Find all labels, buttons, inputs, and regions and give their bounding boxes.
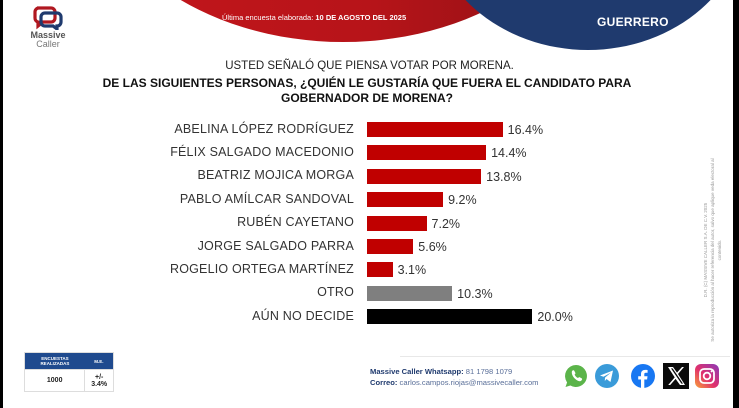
brand-name-line1: Massive bbox=[30, 30, 66, 40]
value-label: 7.2% bbox=[431, 216, 461, 231]
bar bbox=[367, 215, 427, 231]
footer-divider bbox=[400, 356, 730, 357]
category-label: FÉLIX SALGADO MACEDONIO bbox=[170, 144, 354, 159]
value-label: 3.1% bbox=[397, 263, 427, 278]
question-intro: USTED SEÑALÓ QUE PIENSA VOTAR POR MORENA… bbox=[225, 60, 514, 72]
email-label: Correo: bbox=[370, 378, 398, 387]
bar bbox=[367, 239, 414, 254]
category-label: AÚN NO DECIDE bbox=[252, 308, 354, 323]
bar bbox=[367, 145, 487, 161]
facebook-icon[interactable] bbox=[630, 363, 656, 389]
whatsapp-label: Massive Caller Whatsapp: bbox=[370, 367, 464, 376]
bar bbox=[367, 122, 503, 137]
value-label: 14.4% bbox=[491, 146, 527, 161]
category-label: ABELINA LÓPEZ RODRÍGUEZ bbox=[174, 121, 354, 136]
contact-info: Massive Caller Whatsapp: 81 1798 1079 Co… bbox=[370, 366, 539, 388]
category-label: OTRO bbox=[317, 285, 354, 300]
category-label: BEATRIZ MOJICA MORGA bbox=[197, 168, 354, 183]
survey-stats-table: ENCUESTAS REALIZADAS M.E. 1000 +/- 3.4% bbox=[23, 352, 114, 392]
category-label: RUBÉN CAYETANO bbox=[237, 215, 354, 230]
survey-date-label: Última encuesta elaborada: bbox=[222, 13, 316, 22]
bar bbox=[367, 309, 533, 325]
whatsapp-number[interactable]: 81 1798 1079 bbox=[463, 367, 513, 376]
value-label: 13.8% bbox=[486, 169, 522, 184]
state-name: GUERRERO bbox=[597, 15, 669, 29]
margin-error-value: +/- 3.4% bbox=[84, 369, 114, 392]
whatsapp-line: Massive Caller Whatsapp: 81 1798 1079 bbox=[370, 366, 539, 377]
x-twitter-icon[interactable] bbox=[663, 363, 689, 389]
value-label: 9.2% bbox=[448, 193, 477, 208]
value-label: 5.6% bbox=[418, 240, 447, 254]
category-label: ROGELIO ORTEGA MARTÍNEZ bbox=[169, 261, 354, 276]
instagram-icon[interactable] bbox=[694, 363, 720, 389]
brand-name-line2: Caller bbox=[36, 39, 60, 49]
value-label: 16.4% bbox=[507, 123, 544, 137]
reproduction-notice: Se autoriza la reproducción al hacer ref… bbox=[710, 158, 722, 342]
survey-date-value: 10 DE AGOSTO DEL 2025 bbox=[315, 13, 407, 22]
question-main: DE LAS SIGUIENTES PERSONAS, ¿QUIÉN LE GU… bbox=[102, 76, 632, 105]
email-address[interactable]: carlos.campos.riojas@massivecaller.com bbox=[397, 378, 539, 387]
surveys-count: 1000 bbox=[23, 369, 86, 392]
email-line: Correo: carlos.campos.riojas@massivecall… bbox=[370, 377, 539, 388]
category-label: PABLO AMÍLCAR SANDOVAL bbox=[179, 191, 354, 206]
telegram-icon[interactable] bbox=[594, 363, 620, 389]
bar bbox=[367, 285, 453, 301]
surveys-header: ENCUESTAS REALIZADAS bbox=[24, 352, 85, 370]
poll-card: Massive Caller Última encuesta elaborada… bbox=[3, 0, 733, 408]
value-label: 10.3% bbox=[457, 286, 493, 301]
category-label: JORGE SALGADO PARRA bbox=[197, 238, 354, 253]
legal-text: D.R. (C) MASSIVE CALLER S.A. DE C.V. 202… bbox=[702, 150, 726, 350]
margin-error-header: M.E. bbox=[84, 352, 114, 370]
whatsapp-icon[interactable] bbox=[563, 363, 589, 389]
speech-bubbles-icon bbox=[33, 6, 63, 30]
bar bbox=[367, 168, 482, 184]
bar bbox=[367, 192, 444, 208]
value-label: 20.0% bbox=[537, 310, 573, 325]
massive-caller-logo: Massive Caller bbox=[27, 4, 69, 49]
copyright-text: D.R. (C) MASSIVE CALLER S.A. DE C.V. 202… bbox=[703, 202, 708, 298]
survey-date: Última encuesta elaborada: 10 DE AGOSTO … bbox=[222, 13, 406, 22]
bar bbox=[367, 262, 393, 278]
